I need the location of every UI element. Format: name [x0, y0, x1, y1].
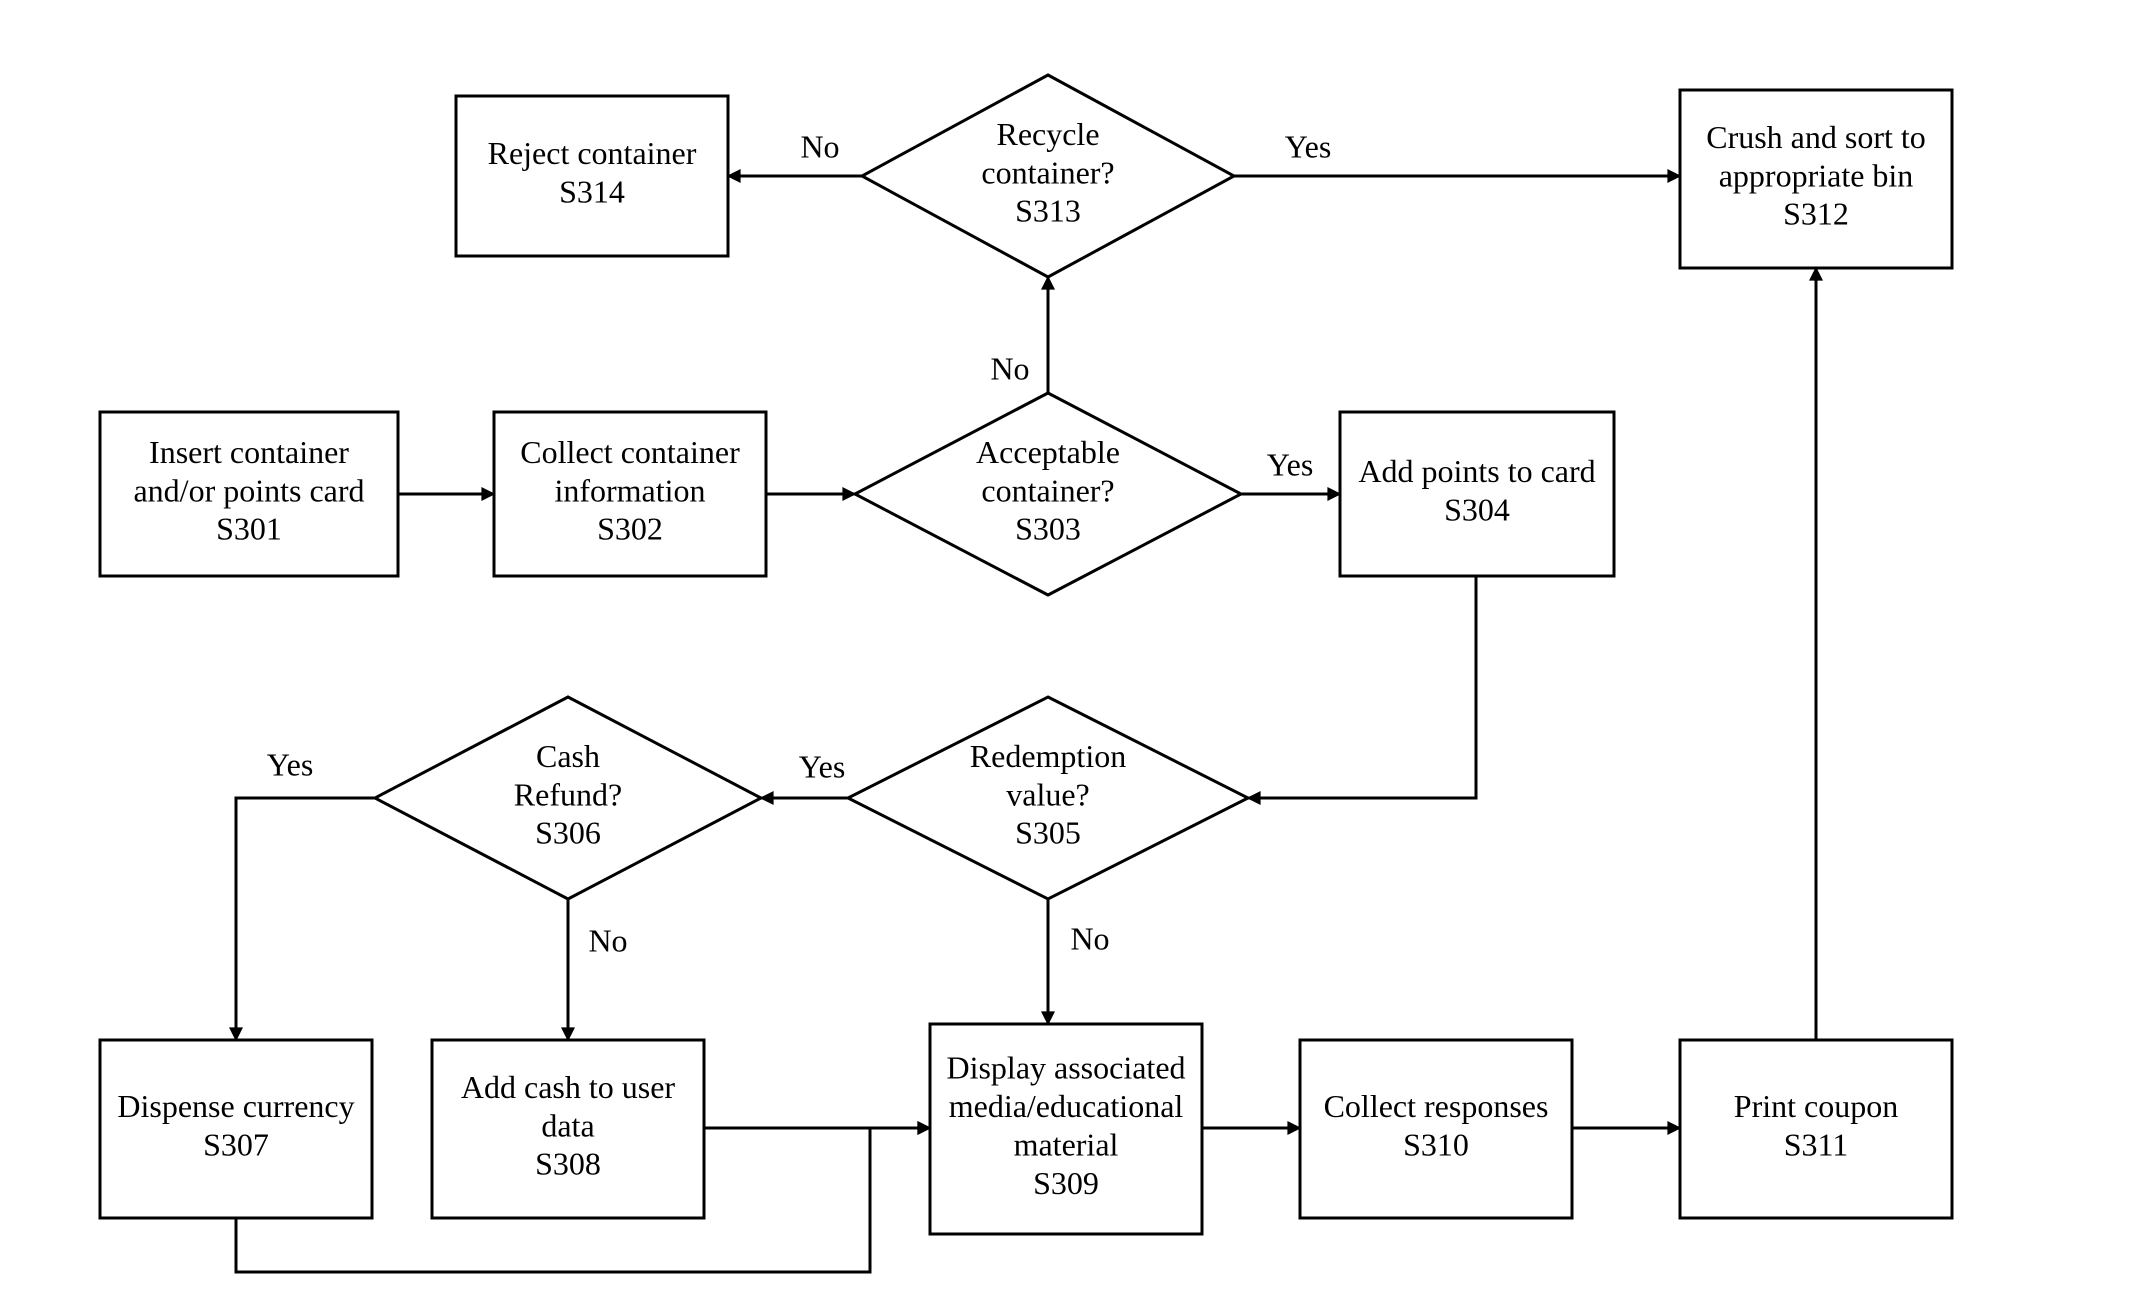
e-s305-s306-label: Yes	[799, 748, 846, 784]
e-s303-s313-label: No	[990, 350, 1029, 386]
node-s311-label-line-1: S311	[1784, 1127, 1849, 1163]
e-s305-s309: No	[1048, 899, 1110, 1024]
node-s304-label-line-0: Add points to card	[1358, 453, 1595, 489]
node-s306: CashRefund?S306	[375, 697, 761, 899]
e-s306-s307-label: Yes	[267, 746, 314, 782]
e-s306-s307: Yes	[236, 746, 375, 1040]
node-s312-label-line-1: appropriate bin	[1719, 157, 1914, 193]
node-s304: Add points to cardS304	[1340, 412, 1614, 576]
node-s313-label-line-1: container?	[981, 154, 1114, 190]
e-s313-s312-label: Yes	[1285, 128, 1332, 164]
node-s308-label-line-0: Add cash to user	[461, 1069, 676, 1105]
node-s309-label-line-1: media/educational	[949, 1088, 1184, 1124]
node-s306-label-line-1: Refund?	[514, 776, 622, 812]
node-s303: Acceptablecontainer?S303	[855, 393, 1241, 595]
node-s301-label-line-0: Insert container	[149, 434, 349, 470]
node-s309-label-line-2: material	[1014, 1127, 1119, 1163]
node-s313: Recyclecontainer?S313	[862, 75, 1234, 277]
e-s303-s313: No	[990, 277, 1048, 393]
node-s309: Display associatedmedia/educationalmater…	[930, 1024, 1202, 1234]
node-s305-label-line-0: Redemption	[970, 738, 1126, 774]
node-s313-label-line-0: Recycle	[996, 116, 1099, 152]
e-s313-s312: Yes	[1234, 128, 1680, 176]
node-s302-label-line-1: information	[554, 472, 705, 508]
node-s303-label-line-2: S303	[1015, 511, 1081, 547]
e-s303-s304: Yes	[1241, 446, 1340, 494]
node-s303-label-line-1: container?	[981, 472, 1114, 508]
node-s307-label-line-0: Dispense currency	[117, 1088, 354, 1124]
node-s309-label-line-3: S309	[1033, 1165, 1099, 1201]
e-s313-s314: No	[728, 128, 862, 176]
node-s313-label-line-2: S313	[1015, 193, 1081, 229]
e-s313-s314-label: No	[800, 128, 839, 164]
node-s306-label-line-0: Cash	[536, 738, 600, 774]
flowchart-canvas: YesNoNoYesYesNoYesNoInsert containerand/…	[0, 0, 2147, 1313]
e-s304-s305	[1248, 576, 1476, 798]
e-s306-s308: No	[568, 899, 628, 1040]
e-s305-s306: Yes	[761, 748, 848, 798]
node-s304-label-line-1: S304	[1444, 492, 1510, 528]
node-s314: Reject containerS314	[456, 96, 728, 256]
node-s307: Dispense currencyS307	[100, 1040, 372, 1218]
node-s301-label-line-1: and/or points card	[133, 472, 364, 508]
node-s312-label-line-2: S312	[1783, 196, 1849, 232]
node-s305-label-line-2: S305	[1015, 815, 1081, 851]
node-s305: Redemptionvalue?S305	[848, 697, 1248, 899]
node-s308: Add cash to userdataS308	[432, 1040, 704, 1218]
node-s312-label-line-0: Crush and sort to	[1706, 119, 1926, 155]
node-s308-label-line-2: S308	[535, 1146, 601, 1182]
node-s314-label-line-0: Reject container	[488, 135, 697, 171]
e-s305-s309-label: No	[1070, 920, 1109, 956]
e-s306-s308-label: No	[588, 922, 627, 958]
node-s305-label-line-1: value?	[1006, 776, 1090, 812]
node-s310: Collect responsesS310	[1300, 1040, 1572, 1218]
node-s301-label-line-2: S301	[216, 511, 282, 547]
node-s302: Collect containerinformationS302	[494, 412, 766, 576]
node-s314-label-line-1: S314	[559, 174, 625, 210]
node-s310-label-line-0: Collect responses	[1324, 1088, 1549, 1124]
node-s306-label-line-2: S306	[535, 815, 601, 851]
node-s307-label-line-1: S307	[203, 1127, 269, 1163]
node-s312: Crush and sort toappropriate binS312	[1680, 90, 1952, 268]
node-s301: Insert containerand/or points cardS301	[100, 412, 398, 576]
node-s303-label-line-0: Acceptable	[976, 434, 1120, 470]
node-s302-label-line-2: S302	[597, 511, 663, 547]
node-s302-label-line-0: Collect container	[520, 434, 740, 470]
node-s308-label-line-1: data	[541, 1107, 594, 1143]
node-s311-label-line-0: Print coupon	[1734, 1088, 1898, 1124]
node-s311: Print couponS311	[1680, 1040, 1952, 1218]
node-s310-label-line-1: S310	[1403, 1127, 1469, 1163]
node-s309-label-line-0: Display associated	[946, 1050, 1185, 1086]
nodes-layer: Insert containerand/or points cardS301 Co…	[100, 75, 1952, 1234]
e-s303-s304-label: Yes	[1267, 446, 1314, 482]
